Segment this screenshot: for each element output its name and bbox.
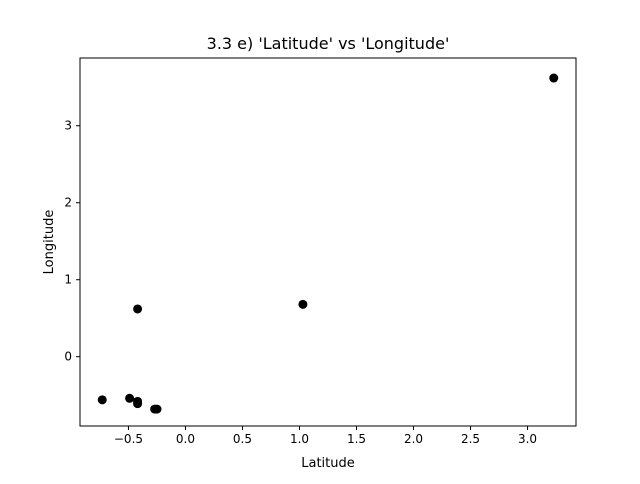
data-point-0 bbox=[97, 395, 107, 405]
x-tick-label-2: 0.5 bbox=[233, 432, 252, 446]
x-tick-label-0: −0.5 bbox=[114, 432, 143, 446]
x-axis-ticks: −0.5 0.0 0.5 1.0 1.5 2.0 2.5 3.0 bbox=[114, 426, 537, 446]
data-point-3 bbox=[133, 399, 143, 409]
data-point-1 bbox=[125, 393, 135, 403]
plot-area-frame bbox=[79, 57, 577, 427]
x-tick-label-4: 1.5 bbox=[347, 432, 366, 446]
data-point-7 bbox=[298, 299, 308, 309]
y-tick-label-2: 2 bbox=[64, 196, 72, 210]
x-tick-label-3: 1.0 bbox=[290, 432, 309, 446]
y-tick-label-1: 1 bbox=[64, 273, 72, 287]
x-axis-label: Latitude bbox=[301, 456, 355, 471]
data-point-4 bbox=[133, 304, 143, 314]
y-tick-label-3: 3 bbox=[64, 119, 72, 133]
x-tick-label-7: 3.0 bbox=[518, 432, 537, 446]
data-point-8 bbox=[549, 73, 559, 83]
x-tick-label-5: 2.0 bbox=[404, 432, 423, 446]
y-tick-label-0: 0 bbox=[64, 350, 72, 364]
data-points bbox=[97, 73, 559, 414]
chart-title: 3.3 e) 'Latitude' vs 'Longitude' bbox=[207, 34, 450, 53]
x-tick-label-1: 0.0 bbox=[176, 432, 195, 446]
data-point-6 bbox=[152, 404, 162, 414]
x-tick-label-6: 2.5 bbox=[461, 432, 480, 446]
y-axis-label: Longitude bbox=[42, 210, 57, 275]
y-axis-ticks: 0 1 2 3 bbox=[64, 119, 80, 364]
